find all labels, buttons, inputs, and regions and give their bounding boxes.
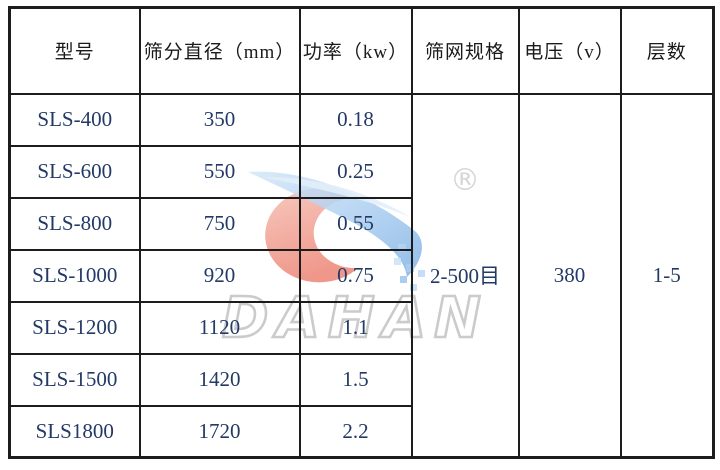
column-header-mesh: 筛网规格 [410, 6, 520, 95]
power-cell: 2.2 [298, 404, 413, 459]
table-row: SLS-1500 1420 1.5 [8, 352, 714, 407]
power-cell: 0.25 [298, 144, 413, 199]
model-cell: SLS-400 [8, 92, 141, 147]
model-cell: SLS1800 [8, 404, 141, 459]
diameter-cell: 1420 [138, 352, 301, 407]
table-row: SLS-1000 920 0.75 [8, 248, 714, 303]
column-header-layers: 层数 [619, 6, 715, 95]
diameter-cell: 920 [138, 248, 301, 303]
column-header-voltage: 电压（v） [517, 6, 622, 95]
table-row: SLS1800 1720 2.2 [8, 404, 714, 459]
power-cell: 0.55 [298, 196, 413, 251]
model-cell: SLS-600 [8, 144, 141, 199]
diameter-cell: 1720 [138, 404, 301, 459]
model-cell: SLS-800 [8, 196, 141, 251]
power-cell: 1.5 [298, 352, 413, 407]
diameter-cell: 550 [138, 144, 301, 199]
column-header-diameter: 筛分直径（mm） [138, 6, 301, 95]
table-body: SLS-400 350 0.18 2-500目 380 1-5 SLS-600 550 0.25… [8, 92, 715, 459]
model-cell: SLS-1000 [8, 248, 141, 303]
power-cell: 0.75 [298, 248, 413, 303]
model-cell: SLS-1200 [8, 300, 141, 355]
header-row: 型号 筛分直径（mm） 功率（kw） 筛网规格 电压（v） 层数 [8, 6, 715, 95]
power-cell: 0.18 [298, 92, 413, 147]
diameter-cell: 350 [138, 92, 301, 147]
table-row: SLS-800 750 0.55 [8, 196, 714, 251]
column-header-model: 型号 [8, 6, 141, 95]
diameter-cell: 750 [138, 196, 301, 251]
column-header-power: 功率（kw） [298, 6, 413, 95]
table-row: SLS-400 350 0.18 2-500目 380 1-5 [8, 92, 715, 459]
table-row: SLS-1200 1120 1.1 [8, 300, 714, 355]
diameter-cell: 1120 [138, 300, 301, 355]
voltage-cell: 380 [517, 92, 622, 459]
power-cell: 1.1 [298, 300, 413, 355]
model-cell: SLS-1500 [8, 352, 141, 407]
layers-cell: 1-5 [619, 92, 715, 459]
table-row: SLS-600 550 0.25 [8, 144, 714, 199]
mesh-size-cell: 2-500目 [410, 92, 520, 459]
spec-table: 型号 筛分直径（mm） 功率（kw） 筛网规格 电压（v） 层数 SLS-400… [8, 6, 715, 459]
table-header: 型号 筛分直径（mm） 功率（kw） 筛网规格 电压（v） 层数 [8, 6, 715, 95]
